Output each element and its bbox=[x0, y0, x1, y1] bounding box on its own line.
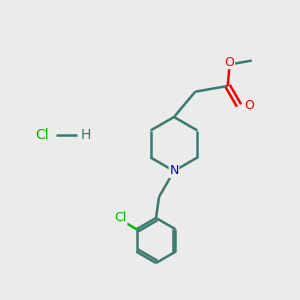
Text: Cl: Cl bbox=[115, 212, 127, 224]
Text: O: O bbox=[244, 99, 254, 112]
Text: Cl: Cl bbox=[35, 128, 49, 142]
Text: O: O bbox=[225, 56, 235, 69]
Text: H: H bbox=[80, 128, 91, 142]
Text: N: N bbox=[169, 164, 179, 178]
